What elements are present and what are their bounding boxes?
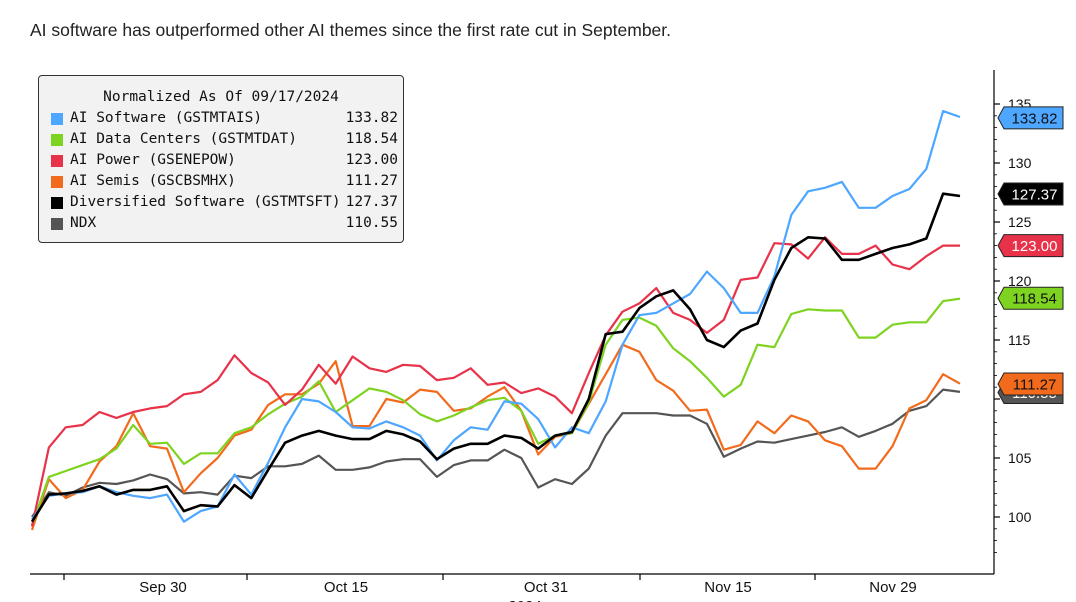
legend-swatch	[51, 218, 63, 230]
end-tag-value: 111.27	[1013, 377, 1057, 394]
x-tick-label: Oct 31	[524, 579, 568, 596]
end-tag-value: 127.37	[1012, 187, 1058, 204]
legend-series-value: 118.54	[345, 131, 398, 147]
end-tag-value: 133.82	[1012, 110, 1058, 127]
series-line-5	[31, 388, 961, 518]
series-line-0	[31, 109, 961, 523]
end-tag-box	[997, 286, 1064, 310]
legend-series-name: AI Software (GSTMTAIS)	[70, 110, 263, 126]
legend-series-value: 111.27	[345, 173, 398, 189]
legend-item: NDX 110.55	[48, 215, 398, 233]
end-tag-box	[997, 372, 1064, 396]
y-axis: 100105110115120125130135	[993, 70, 1032, 574]
end-tag-box	[997, 234, 1064, 258]
y-tick-label: 100	[1008, 509, 1032, 525]
legend-swatch	[51, 113, 63, 125]
legend-series-value: 133.82	[345, 110, 398, 126]
end-tag-value: 123.00	[1012, 238, 1058, 255]
x-axis-label: 2024	[508, 598, 541, 602]
end-tag-box	[997, 182, 1064, 206]
legend-series-value: 127.37	[345, 194, 398, 210]
end-tag-box	[997, 106, 1064, 130]
legend-swatch	[51, 197, 63, 209]
x-tick-label: Sep 30	[139, 579, 187, 596]
legend-item: AI Software (GSTMTAIS) 133.82	[48, 110, 398, 128]
series-line-4	[30, 192, 961, 523]
x-tick-label: Nov 15	[704, 579, 752, 596]
chart-headline: AI software has outperformed other AI th…	[30, 20, 672, 40]
legend-item: AI Semis (GSCBSMHX) 111.27	[48, 173, 398, 191]
y-tick-label: 115	[1008, 332, 1031, 348]
legend-item: Diversified Software (GSTMTSFT) 127.37	[48, 194, 398, 212]
legend-item: AI Data Centers (GSTMTDAT) 118.54	[48, 131, 398, 149]
y-tick-label: 125	[1008, 214, 1032, 230]
legend-swatch	[51, 134, 63, 146]
legend-series-value: 110.55	[345, 215, 398, 231]
series-line-3	[30, 343, 961, 531]
legend-title: Normalized As Of 09/17/2024	[103, 89, 339, 105]
y-tick-label: 105	[1008, 450, 1032, 466]
legend: Normalized As Of 09/17/2024 AI Software …	[38, 75, 404, 243]
end-tag-value: 118.54	[1012, 291, 1057, 308]
x-axis: Sep 30 Oct 15 Oct 31 Nov 15 Nov 29 2024	[30, 573, 994, 602]
y-tick-label: 120	[1008, 273, 1032, 289]
series-line-1	[30, 297, 961, 526]
x-tick-label: Nov 29	[869, 579, 917, 596]
x-tick-label: Oct 15	[324, 579, 368, 596]
legend-series-value: 123.00	[345, 152, 398, 168]
legend-item: AI Power (GSENEPOW) 123.00	[48, 152, 398, 170]
plot-lines	[30, 109, 961, 531]
legend-series-name: NDX	[70, 215, 97, 231]
legend-series-name: AI Semis (GSCBSMHX)	[70, 173, 236, 189]
legend-swatch	[51, 176, 63, 188]
legend-series-name: Diversified Software (GSTMTSFT)	[70, 194, 341, 210]
legend-swatch	[51, 155, 63, 167]
legend-series-name: AI Data Centers (GSTMTDAT)	[70, 131, 297, 147]
legend-series-name: AI Power (GSENEPOW)	[70, 152, 236, 168]
y-tick-label: 130	[1008, 155, 1032, 171]
series-line-2	[30, 236, 960, 527]
